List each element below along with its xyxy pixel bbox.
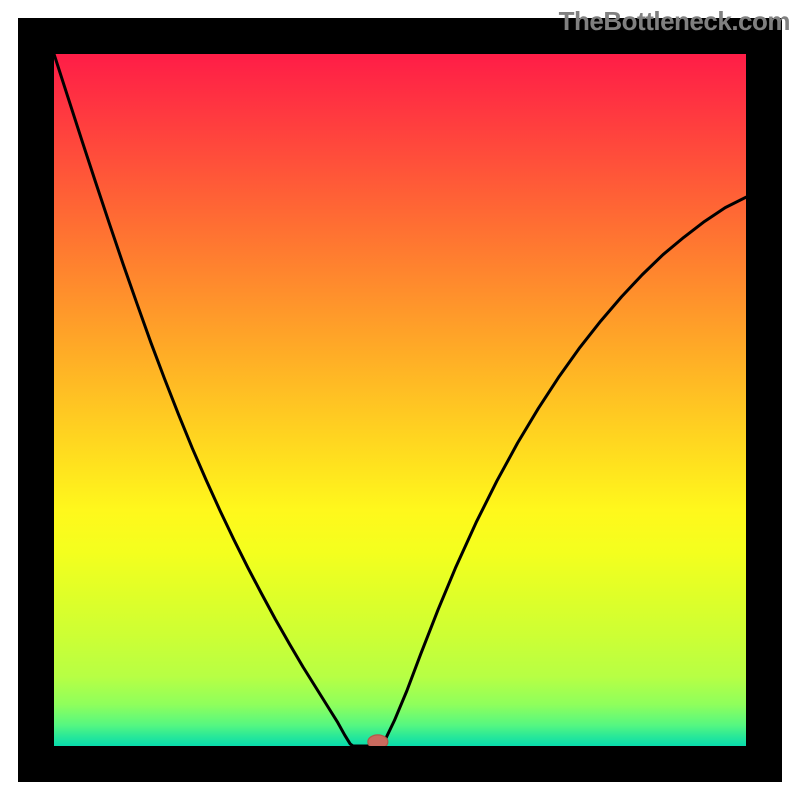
bottleneck-chart: TheBottleneck.com: [0, 0, 800, 800]
gradient-background: [54, 54, 746, 746]
watermark-text: TheBottleneck.com: [559, 6, 790, 37]
chart-svg: [0, 0, 800, 800]
